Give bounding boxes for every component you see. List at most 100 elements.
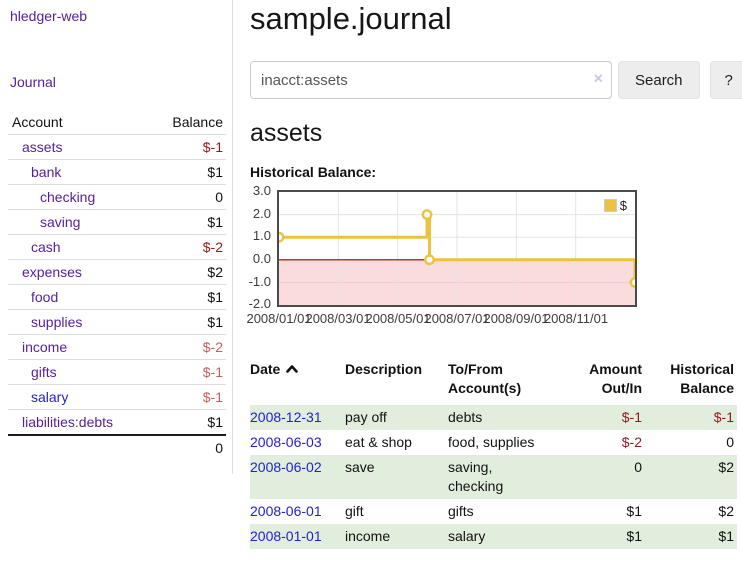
- account-balance: $2: [148, 259, 226, 285]
- txn-amount: 0: [634, 459, 642, 475]
- y-tick-label: -1.0: [248, 274, 271, 289]
- account-row: expenses $2: [8, 259, 226, 285]
- account-balance: $-2: [148, 334, 226, 360]
- txn-balance: $1: [718, 528, 734, 544]
- txn-date-link[interactable]: 2008-12-31: [250, 409, 322, 425]
- x-tick-label: 2008/05/01: [365, 311, 431, 326]
- y-tick-label: 3.0: [252, 183, 271, 198]
- register-row: 2008-12-31 pay off debts $-1 $-1: [250, 405, 737, 430]
- txn-amount: $1: [626, 503, 642, 519]
- txn-amount: $-2: [621, 434, 642, 450]
- txn-date-link[interactable]: 2008-06-02: [250, 459, 322, 475]
- y-tick-label: 2.0: [252, 206, 271, 221]
- account-row: gifts $-1: [8, 359, 226, 385]
- register-row: 2008-06-01 gift gifts $1 $2: [250, 499, 737, 524]
- y-tick-label: -2.0: [248, 296, 271, 311]
- account-link-gifts[interactable]: gifts: [31, 364, 57, 380]
- account-link-liabilities-debts[interactable]: liabilities:debts: [22, 414, 114, 430]
- account-link-salary[interactable]: salary: [31, 389, 69, 405]
- txn-accounts: food, supplies: [448, 434, 535, 450]
- col-balance: Historical Balance: [670, 361, 734, 396]
- account-link-cash[interactable]: cash: [31, 239, 61, 255]
- historical-balance-chart[interactable]: 3.0 2.0 1.0 0.0 -1.0 -2.0: [246, 184, 637, 340]
- accounts-col-balance: Balance: [172, 114, 223, 130]
- col-description: Description: [345, 361, 423, 377]
- txn-accounts: debts: [448, 409, 483, 425]
- account-row: income $-2: [8, 334, 226, 360]
- txn-accounts: salary: [448, 528, 486, 544]
- series-label: $: [619, 198, 627, 213]
- accounts-table: Account Balance assets $-1 bank $1 check…: [8, 110, 226, 460]
- txn-date-link[interactable]: 2008-01-01: [250, 528, 322, 544]
- txn-balance: $2: [718, 459, 734, 475]
- accounts-total: 0: [148, 434, 226, 460]
- account-row: supplies $1: [8, 309, 226, 335]
- account-balance: $-1: [148, 134, 226, 160]
- col-accounts: To/From Account(s): [448, 361, 522, 396]
- page-title: sample.journal: [250, 1, 452, 36]
- search-input[interactable]: [250, 61, 612, 99]
- x-tick-label: 2008/03/01: [305, 311, 371, 326]
- account-row: salary $-1: [8, 384, 226, 410]
- txn-balance: $-1: [713, 409, 734, 425]
- account-link-checking[interactable]: checking: [40, 189, 96, 205]
- account-balance: $-1: [148, 384, 226, 410]
- series-swatch-icon: [603, 199, 617, 212]
- account-balance: 0: [148, 184, 226, 210]
- search-form: × Search ?: [250, 61, 742, 99]
- sort-ascending-icon: [286, 365, 299, 373]
- account-link-assets[interactable]: assets: [22, 139, 63, 155]
- plot-area: $: [277, 190, 637, 307]
- account-row: saving $1: [8, 209, 226, 235]
- txn-date-link[interactable]: 2008-06-01: [250, 503, 322, 519]
- y-tick-label: 1.0: [252, 228, 271, 243]
- nav-journal-link[interactable]: Journal: [10, 74, 56, 90]
- register-row: 2008-06-02 save saving, checking 0 $2: [250, 455, 737, 499]
- register-table: Date Description To/From Account(s) Amou…: [250, 358, 737, 549]
- chart-canvas: [279, 192, 635, 305]
- txn-description: income: [345, 528, 391, 544]
- accounts-col-account: Account: [12, 114, 63, 130]
- txn-amount: $1: [626, 528, 642, 544]
- register-row: 2008-06-03 eat & shop food, supplies $-2…: [250, 430, 737, 455]
- txn-balance: $2: [718, 503, 734, 519]
- account-balance: $-1: [148, 359, 226, 385]
- account-title: assets: [250, 119, 323, 147]
- txn-description: eat & shop: [345, 434, 412, 450]
- account-link-saving[interactable]: saving: [40, 214, 81, 230]
- x-tick-label: 2008/09/01: [483, 311, 549, 326]
- account-link-expenses[interactable]: expenses: [22, 264, 82, 280]
- txn-balance: 0: [726, 434, 734, 450]
- accounts-total-row: 0: [8, 434, 226, 460]
- chart-section-label: Historical Balance:: [250, 164, 377, 180]
- account-link-income[interactable]: income: [22, 339, 68, 355]
- account-balance: $-2: [148, 234, 226, 260]
- account-balance: $1: [148, 409, 226, 435]
- register-row: 2008-01-01 income salary $1 $1: [250, 524, 737, 549]
- txn-date-link[interactable]: 2008-06-03: [250, 434, 322, 450]
- account-row: bank $1: [8, 159, 226, 185]
- account-link-food[interactable]: food: [31, 289, 59, 305]
- txn-description: pay off: [345, 409, 387, 425]
- account-link-supplies[interactable]: supplies: [31, 314, 83, 330]
- txn-description: gift: [345, 503, 364, 519]
- txn-amount: $-1: [621, 409, 642, 425]
- account-row: checking 0: [8, 184, 226, 210]
- account-row: assets $-1: [8, 134, 226, 160]
- x-tick-label: 2008/11/01: [543, 311, 609, 326]
- account-balance: $1: [148, 309, 226, 335]
- txn-description: save: [345, 459, 375, 475]
- help-button[interactable]: ?: [709, 61, 742, 99]
- search-button[interactable]: Search: [618, 61, 700, 99]
- chart-legend: $: [601, 197, 629, 214]
- account-balance: $1: [148, 284, 226, 310]
- account-link-bank[interactable]: bank: [31, 164, 62, 180]
- clear-search-icon[interactable]: ×: [593, 70, 603, 88]
- main-panel: sample.journal × Search ? assets Histori…: [233, 0, 742, 549]
- txn-accounts: gifts: [448, 503, 474, 519]
- brand-link[interactable]: hledger-web: [10, 8, 88, 24]
- col-date[interactable]: Date: [250, 358, 345, 405]
- account-row: food $1: [8, 284, 226, 310]
- account-row: cash $-2: [8, 234, 226, 260]
- account-balance: $1: [148, 209, 226, 235]
